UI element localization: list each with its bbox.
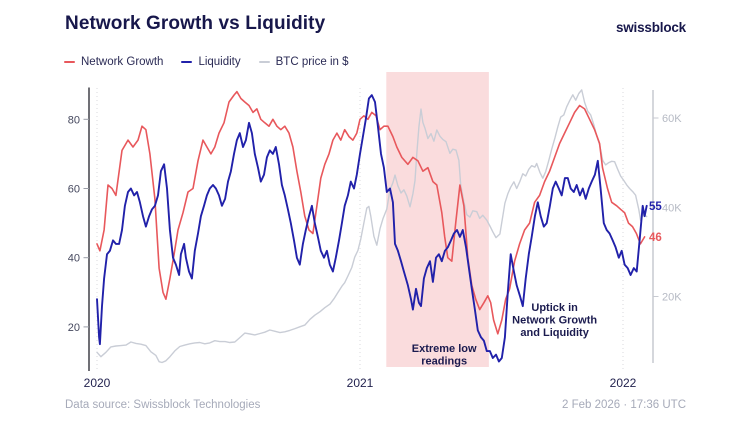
series-lines — [96, 89, 648, 364]
chart-annotation: Extreme low readings — [412, 343, 477, 368]
svg-text:2021: 2021 — [347, 376, 374, 390]
legend-label: Liquidity — [198, 56, 241, 68]
end-value-label: 46 — [649, 232, 662, 244]
network-growth-dash-icon — [64, 61, 75, 63]
x-axis-labels: 2020 2021 2022 — [84, 376, 637, 390]
legend-label: BTC price in $ — [275, 56, 349, 68]
right-axis: 20K 40K 60K — [652, 90, 682, 363]
svg-text:20K: 20K — [662, 292, 682, 304]
shaded-region — [386, 72, 489, 367]
left-axis: 20 40 60 80 — [68, 87, 90, 371]
svg-text:80: 80 — [68, 114, 80, 126]
series-end-value-labels: 55 46 — [649, 201, 662, 244]
series-liquidity-line — [96, 94, 648, 363]
svg-text:2022: 2022 — [610, 376, 637, 390]
data-source-text: Data source: Swissblock Technologies — [65, 399, 261, 411]
end-value-label: 55 — [649, 201, 662, 213]
svg-text:40: 40 — [68, 253, 80, 265]
chart-annotation: Uptick in Network Growth and Liquidity — [512, 302, 597, 339]
page-title: Network Growth vs Liquidity — [65, 13, 326, 34]
svg-text:60: 60 — [68, 184, 80, 196]
brand-logo: swissblock — [615, 20, 686, 35]
timestamp-text: 2 Feb 2026 · 17:36 UTC — [561, 399, 686, 411]
legend-item-network-growth: Network Growth — [64, 56, 163, 68]
svg-text:60K: 60K — [662, 113, 682, 125]
annotations: Extreme low readings Uptick in Network Grow… — [412, 302, 598, 368]
series-btc-price-line — [96, 89, 648, 364]
btc-price-dash-icon — [258, 61, 270, 63]
svg-text:2020: 2020 — [84, 376, 111, 390]
chart-legend: Network Growth Liquidity BTC price in $ — [64, 56, 349, 68]
svg-text:20: 20 — [68, 322, 80, 334]
legend-label: Network Growth — [81, 56, 164, 68]
series-network-growth-line — [96, 90, 646, 335]
legend-item-liquidity: Liquidity — [181, 56, 241, 68]
svg-text:40K: 40K — [662, 202, 682, 214]
liquidity-dash-icon — [181, 61, 193, 63]
legend-item-btc-price: BTC price in $ — [258, 56, 349, 68]
